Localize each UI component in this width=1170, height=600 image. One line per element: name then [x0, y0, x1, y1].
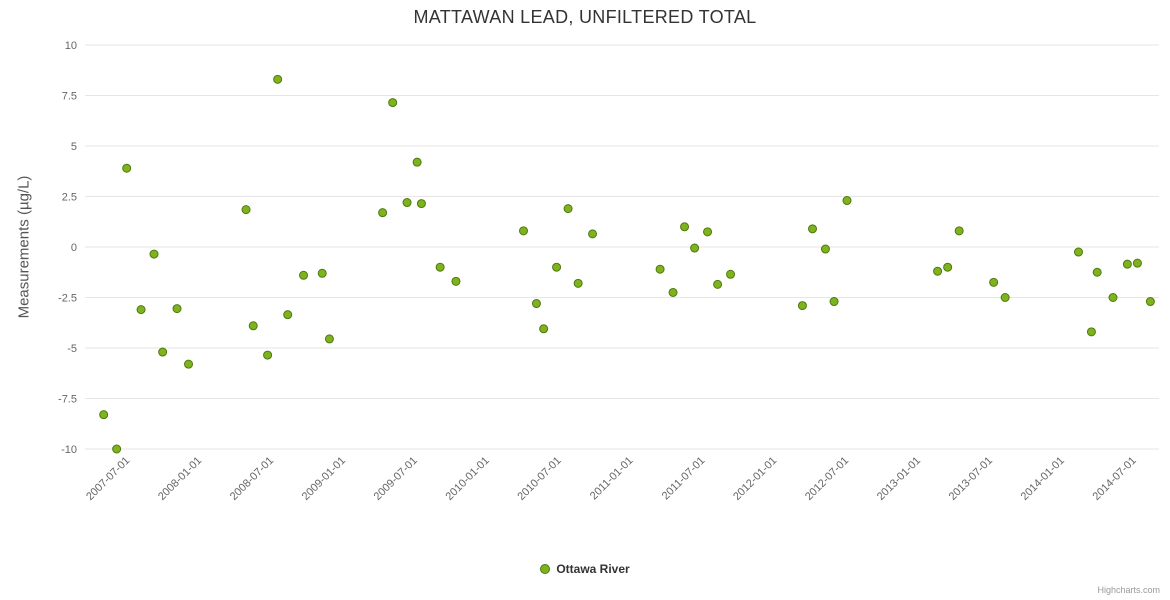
data-point[interactable] [933, 266, 943, 276]
data-point[interactable] [283, 310, 293, 320]
data-point[interactable] [1145, 297, 1155, 307]
y-axis-tick-label: -10 [61, 444, 77, 456]
data-point[interactable] [241, 205, 251, 215]
y-axis-tick-label: 7.5 [62, 91, 77, 103]
data-point[interactable] [539, 324, 549, 334]
x-axis-tick-label: 2010-01-01 [444, 455, 492, 503]
data-point[interactable] [416, 199, 426, 209]
y-axis-tick-label: 0 [71, 242, 77, 254]
x-axis-tick-label: 2014-07-01 [1091, 455, 1139, 503]
data-point[interactable] [99, 410, 109, 420]
x-axis-tick-label: 2009-07-01 [372, 455, 420, 503]
data-point[interactable] [588, 229, 598, 239]
y-axis-tick-label: -2.5 [58, 293, 77, 305]
data-point[interactable] [668, 287, 678, 297]
data-point[interactable] [435, 262, 445, 272]
x-axis-tick-label: 2013-07-01 [947, 455, 995, 503]
data-point[interactable] [690, 243, 700, 253]
data-point[interactable] [820, 244, 830, 254]
data-point[interactable] [531, 299, 541, 309]
data-point[interactable] [797, 301, 807, 311]
x-axis-tick-label: 2011-01-01 [588, 455, 636, 503]
data-point[interactable] [1108, 293, 1118, 302]
x-axis-tick-label: 2008-01-01 [156, 455, 204, 503]
y-axis-tick-label: 10 [65, 40, 77, 52]
y-axis-tick-label: 2.5 [62, 192, 77, 204]
x-axis-tick-label: 2012-07-01 [803, 455, 851, 503]
y-axis-tick-label: -5 [67, 343, 77, 355]
data-point[interactable] [451, 276, 461, 286]
data-point[interactable] [122, 163, 132, 173]
x-axis-tick-label: 2009-01-01 [300, 455, 348, 503]
data-point[interactable] [317, 268, 327, 278]
data-point[interactable] [954, 226, 964, 236]
data-point[interactable] [703, 227, 713, 237]
y-axis-tick-label: -7.5 [58, 394, 77, 406]
x-axis-tick-label: 2008-07-01 [228, 455, 276, 503]
data-point[interactable] [1092, 267, 1102, 277]
data-point[interactable] [726, 269, 736, 279]
x-axis-tick-label: 2012-01-01 [731, 455, 779, 503]
chart-title: MATTAWAN LEAD, UNFILTERED TOTAL [413, 7, 757, 27]
data-point[interactable] [989, 277, 999, 287]
data-point[interactable] [402, 198, 412, 208]
data-point[interactable] [299, 270, 309, 280]
data-point[interactable] [412, 157, 422, 167]
x-axis-tick-label: 2010-07-01 [515, 455, 563, 503]
data-point[interactable] [1132, 258, 1142, 268]
data-point[interactable] [184, 359, 194, 369]
data-point[interactable] [680, 222, 690, 232]
legend-marker-icon [540, 564, 551, 574]
x-axis-tick-label: 2013-01-01 [875, 455, 923, 503]
data-point[interactable] [1086, 327, 1096, 337]
data-point[interactable] [263, 350, 273, 360]
data-point[interactable] [573, 278, 583, 288]
data-point[interactable] [388, 98, 398, 108]
data-point[interactable] [1122, 259, 1132, 269]
legend-item-ottawa-river[interactable]: Ottawa River [0, 562, 1170, 576]
data-point[interactable] [158, 347, 168, 357]
data-point[interactable] [519, 226, 529, 236]
data-point[interactable] [655, 264, 665, 274]
data-point[interactable] [378, 208, 388, 218]
data-point[interactable] [273, 74, 283, 84]
data-point[interactable] [563, 204, 573, 214]
data-point[interactable] [552, 262, 562, 272]
y-axis-tick-label: 5 [71, 141, 77, 153]
data-point[interactable] [1073, 247, 1083, 257]
legend-label: Ottawa River [556, 562, 630, 576]
data-point[interactable] [324, 334, 334, 344]
data-point[interactable] [149, 249, 159, 259]
x-axis-tick-label: 2014-01-01 [1019, 455, 1067, 503]
data-point[interactable] [943, 262, 953, 272]
data-point[interactable] [1000, 293, 1010, 302]
data-point[interactable] [172, 304, 182, 314]
data-point[interactable] [136, 305, 146, 315]
data-point[interactable] [829, 297, 839, 307]
data-point[interactable] [112, 444, 122, 454]
data-point[interactable] [713, 279, 723, 289]
x-axis-tick-label: 2011-07-01 [660, 455, 708, 503]
x-axis-tick-label: 2007-07-01 [84, 455, 132, 503]
data-point[interactable] [248, 321, 258, 331]
data-point[interactable] [842, 196, 852, 206]
credits-link[interactable]: Highcharts.com [1097, 585, 1160, 595]
data-point[interactable] [808, 224, 818, 234]
